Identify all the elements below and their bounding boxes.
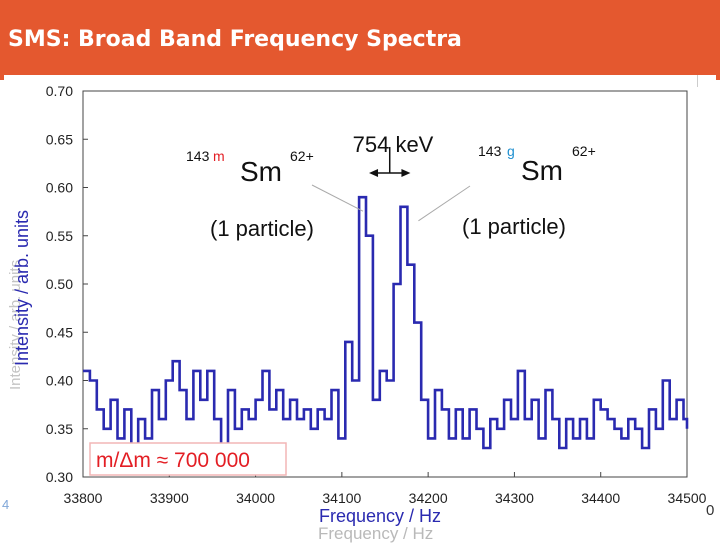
ghost-x-label: Frequency / Hz <box>318 524 434 543</box>
x-tick-label: 34400 <box>581 490 620 506</box>
panel-edge <box>697 75 698 87</box>
x-axis-label: Frequency / Hz <box>318 506 442 526</box>
y-tick-label: 0.70 <box>46 83 73 99</box>
energy-label: 754 keV <box>353 132 434 157</box>
y-axis-label: Intensity / arb. units <box>12 209 32 367</box>
y-tick-label: 0.65 <box>46 131 73 147</box>
right-isotope-charge: 62+ <box>572 143 596 159</box>
slide-title: SMS: Broad Band Frequency Spectra <box>8 27 462 52</box>
x-tick-label: 34300 <box>495 490 534 506</box>
x-tick-label: 34000 <box>236 490 275 506</box>
pointer-line-right <box>418 185 471 222</box>
x-axis-ticks: 33800 33900 34000 34100 34200 34300 34400 34500 <box>64 472 707 506</box>
pointer-line-left <box>311 184 364 212</box>
left-particle-count: (1 particle) <box>210 216 314 241</box>
y-tick-label: 0.45 <box>46 324 73 340</box>
edge-mark-right: 0 <box>706 502 715 519</box>
right-isotope-mass: 143 <box>478 143 502 159</box>
edge-mark-left: 4 <box>2 497 10 512</box>
energy-arrow-head-left <box>369 169 379 178</box>
left-isotope-mass: 143 <box>186 148 210 164</box>
left-isotope-element: Sm <box>240 156 282 187</box>
y-tick-label: 0.55 <box>46 228 73 244</box>
y-tick-label: 0.30 <box>46 469 73 485</box>
x-tick-label: 33900 <box>150 490 189 506</box>
resolving-power-box <box>89 442 287 476</box>
y-tick-label: 0.60 <box>46 180 73 196</box>
y-tick-label: 0.50 <box>46 276 73 292</box>
right-isotope-element: Sm <box>521 155 563 186</box>
y-axis-ticks: 0.30 0.35 0.40 0.45 0.50 0.55 0.60 0.65 0.70 <box>46 83 88 485</box>
right-isotope-state: g <box>507 143 515 159</box>
y-axis-label-wrap: Intensity / arb. units <box>8 183 36 393</box>
left-isotope-state: m <box>213 148 225 164</box>
x-tick-label: 34500 <box>668 490 707 506</box>
x-tick-label: 34100 <box>322 490 361 506</box>
y-tick-label: 0.35 <box>46 421 73 437</box>
y-tick-label: 0.40 <box>46 373 73 389</box>
resolving-power-label: m/Δm ≈ 700 000 <box>96 449 250 472</box>
x-tick-label: 33800 <box>64 490 103 506</box>
spectrum-trace-group <box>83 195 689 450</box>
title-bar: SMS: Broad Band Frequency Spectra <box>0 0 720 80</box>
left-isotope-charge: 62+ <box>290 148 314 164</box>
spectrum-line <box>83 195 689 450</box>
energy-arrow-head-right <box>401 169 411 178</box>
x-tick-label: 34200 <box>409 490 448 506</box>
right-particle-count: (1 particle) <box>462 214 566 239</box>
